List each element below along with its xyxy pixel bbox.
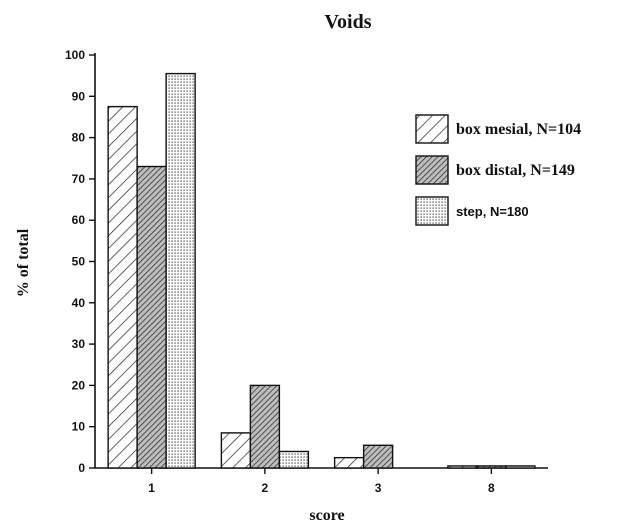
bar-series-3-category-2 [278,450,310,469]
legend: box mesial, N=104 box distal, N=149 step, … [415,114,581,226]
bar-series-3-category-8 [505,465,536,469]
y-tick-label: 30 [72,337,86,351]
y-tick-label: 50 [72,255,86,269]
y-tick-label: 70 [72,172,86,186]
y-tick-label: 60 [72,213,86,227]
bar-series-3-category-1 [165,72,196,469]
y-tick-label: 40 [72,296,86,310]
legend-label-1: box mesial, N=104 [456,121,581,138]
y-tick-label: 0 [78,461,85,475]
x-axis-label: score [309,507,344,524]
legend-swatch-3 [415,196,449,226]
x-tick-label: 8 [488,481,495,495]
y-tick-label: 90 [72,89,86,103]
bar-series-1-category-2 [220,432,252,469]
bar-series-1-category-1 [107,105,138,469]
y-tick-label: 100 [65,48,85,62]
x-tick-label: 2 [262,481,269,495]
y-tick-label: 20 [72,378,86,392]
bar-series-2-category-8 [476,465,507,469]
x-tick-label: 1 [148,481,155,495]
legend-swatch-1 [415,114,449,144]
x-tick-label: 3 [375,481,382,495]
y-tick-label: 10 [72,420,86,434]
legend-swatch-2 [415,155,449,185]
y-tick-label: 80 [72,131,86,145]
legend-label-3: step, N=180 [456,204,529,219]
y-axis-label: % of total [15,228,32,297]
bar-series-2-category-1 [136,165,167,469]
bar-series-2-category-3 [362,444,394,469]
bar-series-2-category-2 [249,384,281,469]
bar-series-1-category-3 [333,456,365,469]
legend-label-2: box distal, N=149 [456,162,575,179]
bars [107,72,536,469]
chart-title: Voids [324,11,371,33]
bar-series-1-category-8 [447,465,478,469]
